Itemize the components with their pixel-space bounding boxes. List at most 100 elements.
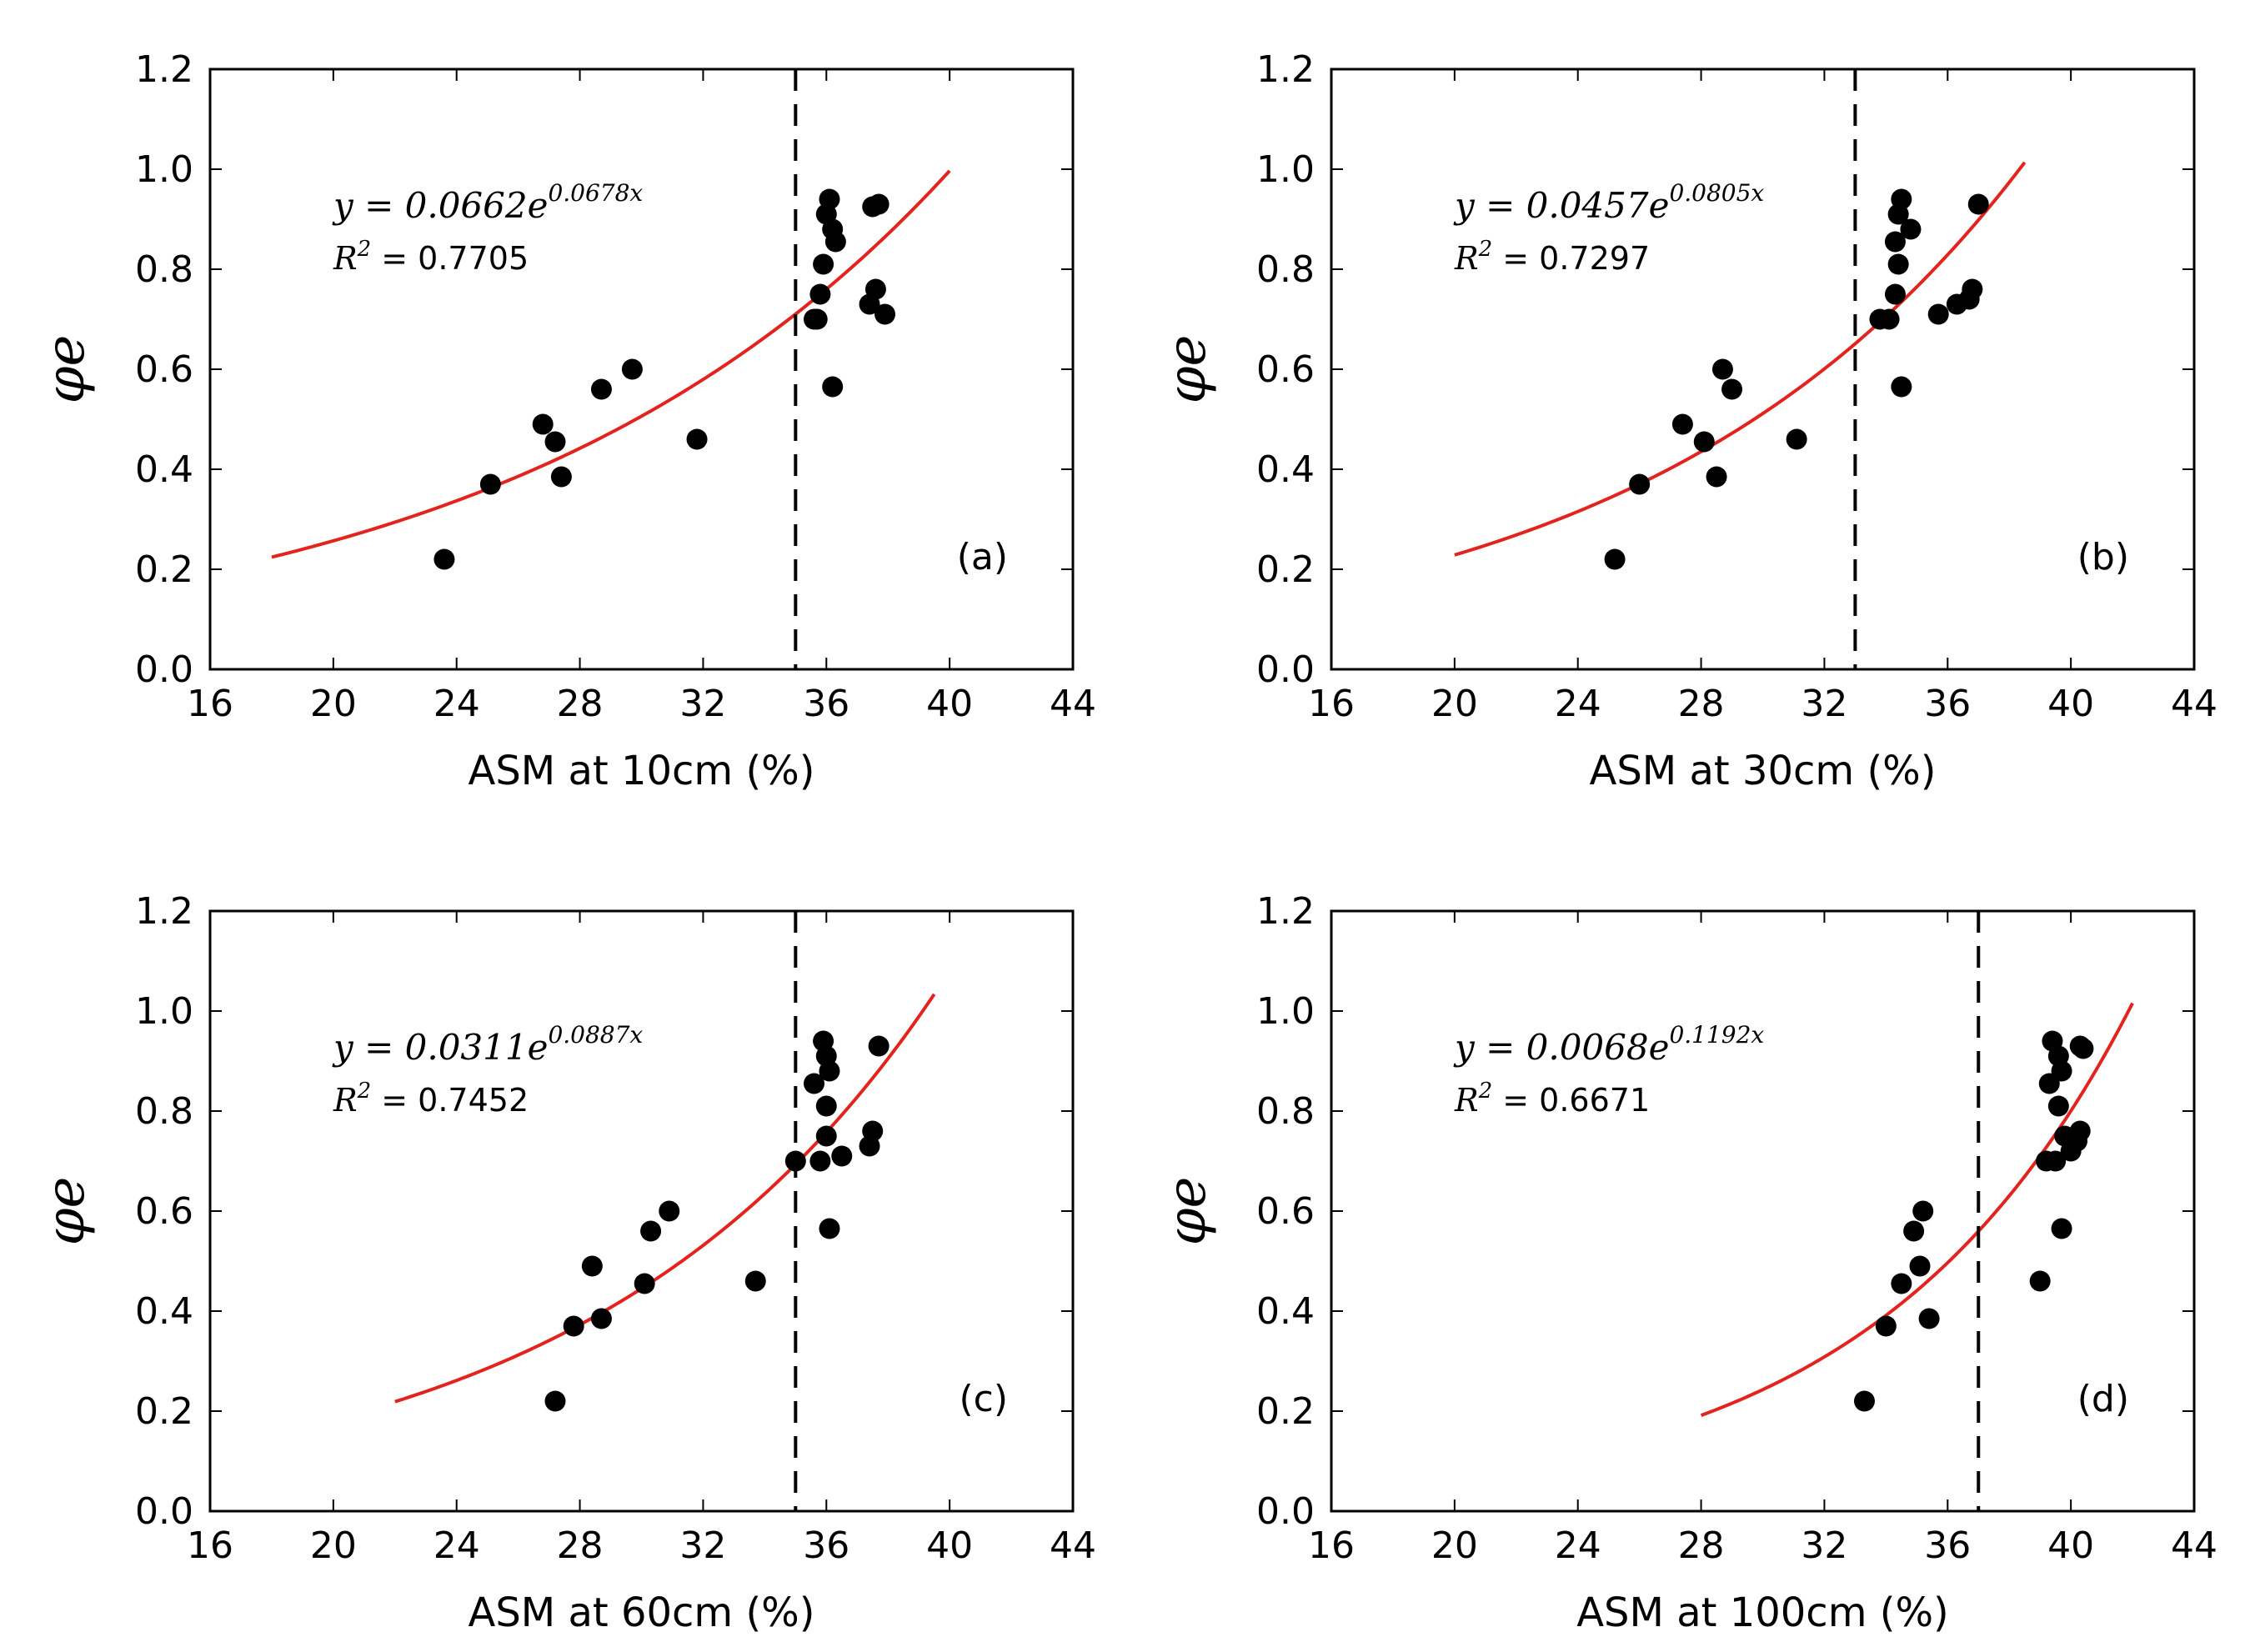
data-point: [659, 1200, 680, 1222]
r-squared: R2 = 0.7452: [333, 1079, 529, 1119]
fit-curve: [394, 993, 936, 1404]
data-point: [806, 308, 828, 330]
y-tick-label: 1.0: [135, 990, 193, 1033]
y-tick-label: 0.6: [1256, 1190, 1315, 1233]
x-tick-label: 36: [1924, 1524, 1971, 1567]
y-tick-label: 0.8: [1256, 1090, 1315, 1133]
data-point: [1875, 1315, 1897, 1337]
fit-equation-base: y = 0.0311e: [332, 1027, 548, 1068]
plot-frame: [1330, 909, 2196, 1513]
data-point: [862, 1120, 884, 1142]
y-tick-label: 0.4: [1256, 448, 1315, 491]
data-point: [864, 278, 886, 300]
y-tick-label: 0.0: [135, 648, 193, 691]
data-point: [2051, 1218, 2072, 1239]
x-tick-label: 40: [926, 1524, 973, 1567]
fit-curve: [1454, 161, 2027, 557]
data-point: [544, 431, 566, 453]
data-point: [815, 1125, 837, 1147]
data-point: [1918, 1308, 1940, 1329]
data-point: [804, 1073, 824, 1094]
y-tick-label: 0.6: [1256, 348, 1315, 391]
data-point: [2051, 1060, 2072, 1082]
data-point: [822, 376, 844, 398]
plot-frame: [208, 909, 1075, 1513]
x-tick-label: 16: [187, 683, 233, 725]
panel-label: (a): [957, 536, 1008, 578]
plot-frame: [208, 68, 1075, 671]
data-point: [2072, 1038, 2094, 1059]
y-tick-label: 0.0: [1256, 1490, 1315, 1533]
y-tick-label: 0.8: [135, 248, 193, 291]
data-point: [868, 1035, 889, 1057]
data-point: [563, 1315, 584, 1337]
r-squared-sup: 2: [1478, 1079, 1493, 1104]
data-point: [1891, 1273, 1912, 1294]
r-squared-sup: 2: [1478, 237, 1493, 262]
data-point: [1903, 1220, 1925, 1242]
x-axis-label: ASM at 60cm (%): [468, 1589, 814, 1636]
x-tick-label: 28: [557, 1524, 604, 1567]
y-tick-label: 0.4: [1256, 1290, 1315, 1333]
y-tick-label: 0.4: [135, 1290, 193, 1333]
data-point: [1884, 283, 1906, 305]
x-tick-label: 20: [1431, 1524, 1478, 1567]
fit-equation-exponent: 0.0805x: [1669, 179, 1764, 207]
y-axis-label: φe: [1156, 335, 1218, 404]
y-tick-label: 1.2: [135, 48, 193, 91]
y-tick-label: 0.2: [135, 548, 193, 591]
data-point: [544, 1390, 566, 1412]
data-point: [532, 413, 554, 435]
r-squared: R2 = 0.7705: [333, 237, 529, 277]
r-squared-label: R: [333, 1082, 358, 1119]
chart-panel: 16 20 24 28 32 36 40 44 0.0 0.2 0.4 0.6 0.8 1.0 1.2 y =…: [35, 890, 1096, 1636]
y-tick-label: 0.6: [135, 348, 193, 391]
x-tick-label: 40: [2047, 1524, 2094, 1567]
y-tick-label: 0.8: [135, 1090, 193, 1133]
x-tick-label: 44: [2171, 683, 2217, 725]
data-point: [2047, 1095, 2069, 1117]
data-point: [1711, 358, 1733, 380]
fit-equation-base: y = 0.0068e: [1453, 1027, 1669, 1068]
data-point: [2029, 1270, 2051, 1292]
x-tick-label: 20: [1431, 683, 1478, 725]
r-squared-value: = 0.7705: [371, 240, 529, 277]
fit-equation-base: y = 0.0457e: [1453, 185, 1669, 226]
data-point: [874, 303, 896, 325]
x-tick-label: 32: [1801, 1524, 1847, 1567]
data-point: [868, 193, 889, 215]
y-tick-label: 0.2: [1256, 1390, 1315, 1433]
x-tick-label: 32: [679, 683, 726, 725]
data-point: [1891, 376, 1912, 398]
x-tick-label: 20: [310, 683, 357, 725]
fit-equation-base: y = 0.0662e: [332, 185, 548, 226]
data-point: [1884, 231, 1906, 253]
r-squared-value: = 0.7452: [371, 1082, 529, 1119]
data-point: [1900, 218, 1922, 240]
data-point: [1962, 278, 1983, 300]
data-point: [1887, 253, 1909, 275]
fit-equation: y = 0.0068e0.1192x: [1453, 1021, 1764, 1068]
data-point: [1909, 1255, 1931, 1277]
data-point: [479, 473, 501, 495]
r-squared-label: R: [333, 240, 358, 277]
data-point: [824, 231, 846, 253]
data-point: [1721, 378, 1743, 400]
y-tick-label: 1.2: [135, 890, 193, 933]
panel-label: (d): [2077, 1378, 2129, 1420]
x-tick-label: 40: [926, 683, 973, 725]
panel-label: (c): [959, 1378, 1008, 1420]
y-tick-label: 0.0: [1256, 648, 1315, 691]
data-point: [819, 1218, 840, 1239]
y-tick-label: 1.0: [1256, 148, 1315, 191]
x-tick-label: 16: [1308, 1524, 1355, 1567]
data-point: [784, 1150, 806, 1172]
x-tick-label: 28: [1678, 683, 1725, 725]
data-point: [640, 1220, 662, 1242]
y-axis-label-text: φe: [35, 1177, 97, 1246]
x-tick-label: 36: [1924, 683, 1971, 725]
data-point: [590, 1308, 612, 1329]
x-tick-label: 24: [433, 1524, 480, 1567]
x-axis-label: ASM at 10cm (%): [468, 748, 814, 794]
y-tick-label: 0.6: [135, 1190, 193, 1233]
